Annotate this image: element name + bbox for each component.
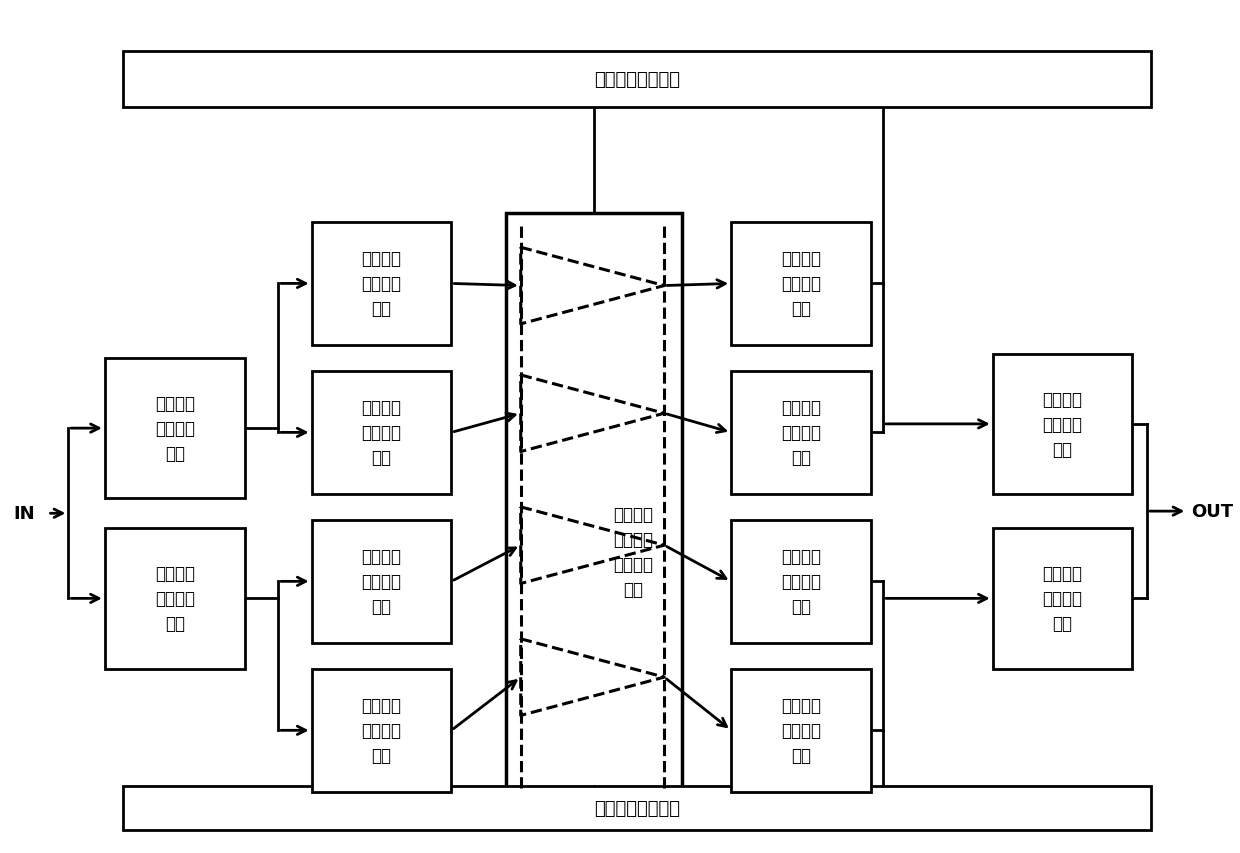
Bar [993,354,1132,495]
Bar [311,669,451,792]
Text: IN: IN [14,505,35,523]
Text: 第四移相
输入匹配
网络: 第四移相 输入匹配 网络 [362,399,402,467]
Bar [104,358,244,499]
Bar [123,786,1151,830]
Bar [732,669,870,792]
Bar [732,520,870,643]
Bar [311,520,451,643]
Bar [506,214,682,797]
Text: 第一供电偏置网络: 第一供电偏置网络 [594,71,680,89]
Bar [123,52,1151,107]
Text: 第六移相
输出匹配
网络: 第六移相 输出匹配 网络 [1043,565,1083,633]
Text: 第二移相
输出匹配
网络: 第二移相 输出匹配 网络 [781,399,821,467]
Bar [993,529,1132,669]
Text: 四路平衡
型三堆叠
功率放大
网络: 四路平衡 型三堆叠 功率放大 网络 [613,505,653,598]
Bar [311,223,451,345]
Bar [732,371,870,495]
Bar [104,529,244,669]
Text: 第六移相
输入匹配
网络: 第六移相 输入匹配 网络 [362,697,402,764]
Text: 第五移相
输出匹配
网络: 第五移相 输出匹配 网络 [1043,391,1083,458]
Text: 第二移相
输入匹配
网络: 第二移相 输入匹配 网络 [155,565,195,633]
Bar [311,371,451,495]
Bar [732,223,870,345]
Text: 第二供电偏置网络: 第二供电偏置网络 [594,799,680,817]
Text: 第三移相
输出匹配
网络: 第三移相 输出匹配 网络 [781,548,821,616]
Text: 第一移相
输入匹配
网络: 第一移相 输入匹配 网络 [155,395,195,462]
Text: 第一移相
输出匹配
网络: 第一移相 输出匹配 网络 [781,250,821,318]
Text: OUT: OUT [1190,502,1233,520]
Text: 第四移相
输出匹配
网络: 第四移相 输出匹配 网络 [781,697,821,764]
Text: 第三移相
输入匹配
网络: 第三移相 输入匹配 网络 [362,250,402,318]
Text: 第五移相
输入匹配
网络: 第五移相 输入匹配 网络 [362,548,402,616]
